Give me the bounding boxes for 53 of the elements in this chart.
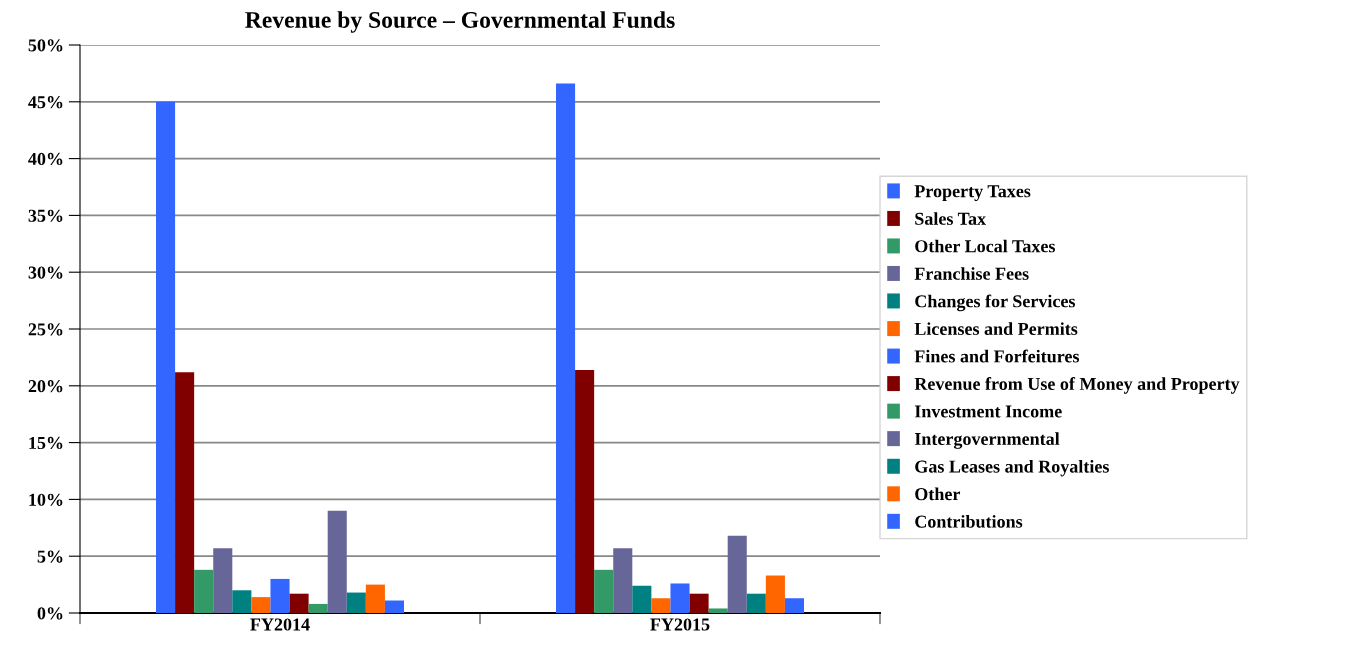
chart-title: Revenue by Source – Governmental Funds — [245, 11, 675, 33]
bar — [689, 593, 709, 613]
bar — [156, 101, 176, 613]
bar — [251, 597, 271, 613]
legend-label: Contributions — [915, 515, 1023, 528]
bar — [632, 585, 652, 613]
y-tick-label: 10% — [29, 493, 63, 506]
y-tick-label: 20% — [28, 380, 63, 393]
legend-label: Licenses and Permits — [914, 322, 1078, 335]
x-tick-label: FY2015 — [650, 618, 710, 631]
bar — [708, 608, 728, 613]
y-tick-label: 45% — [28, 96, 63, 109]
bar — [289, 593, 309, 613]
legend-label: Other — [915, 487, 961, 501]
legend-label: Gas Leases and Royalties — [915, 459, 1109, 477]
legend-label: Intergovernmental — [914, 432, 1060, 449]
bar — [727, 535, 747, 613]
legend-label: Investment Income — [914, 405, 1062, 418]
bar — [613, 548, 633, 613]
legend-label: Franchise Fees — [914, 267, 1029, 280]
bar — [270, 578, 290, 613]
bar — [670, 583, 690, 613]
y-tick-label: 5% — [37, 550, 63, 563]
bar — [784, 598, 804, 613]
bar — [175, 372, 195, 613]
bar — [213, 548, 233, 613]
bar — [765, 575, 785, 613]
bar — [575, 369, 595, 613]
y-tick-label: 50% — [28, 39, 63, 52]
bar — [651, 598, 671, 613]
bar — [556, 83, 576, 613]
y-tick-label: 35% — [28, 209, 63, 222]
y-tick-label: 25% — [28, 323, 63, 336]
y-tick-label: 40% — [28, 152, 63, 166]
legend-label: Property Taxes — [914, 185, 1031, 202]
bar — [346, 592, 366, 613]
bar — [746, 593, 766, 613]
bar — [194, 569, 214, 613]
bar — [308, 603, 328, 613]
bar — [594, 569, 614, 613]
bar — [365, 584, 385, 613]
legend-label: Fines and Forfeitures — [914, 349, 1080, 363]
bar — [232, 590, 252, 613]
bar — [327, 510, 347, 613]
bar — [384, 600, 404, 613]
legend-label: Other Local Taxes — [915, 239, 1056, 253]
x-tick-label: FY2014 — [250, 618, 310, 631]
y-tick-label: 0% — [37, 607, 63, 620]
legend-label: Sales Tax — [915, 212, 986, 225]
legend-label: Revenue from Use of Money and Property — [914, 377, 1240, 394]
y-tick-label: 15% — [29, 436, 63, 450]
y-tick-label: 30% — [28, 266, 63, 279]
legend-label: Changes for Services — [915, 294, 1076, 312]
